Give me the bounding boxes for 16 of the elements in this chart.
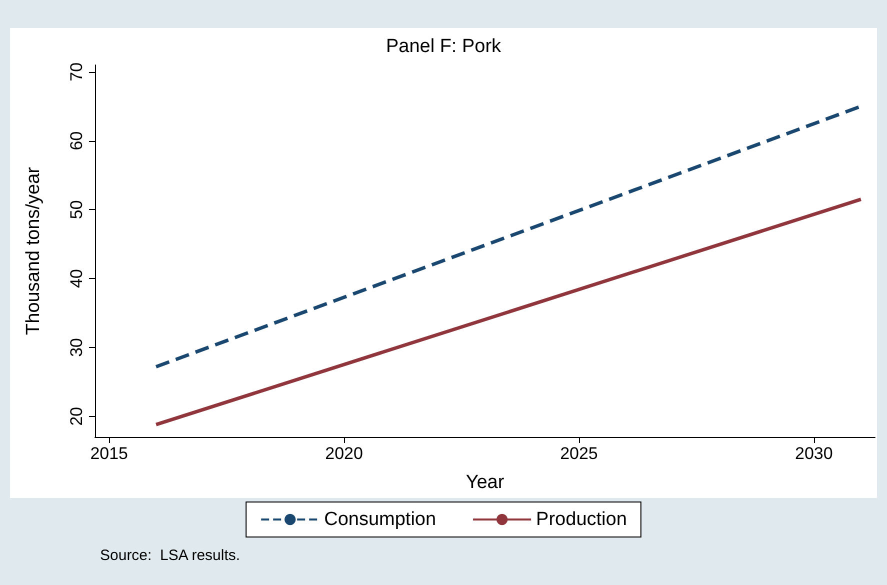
- y-tick-label: 60: [67, 131, 86, 150]
- x-tick-label: 2030: [795, 444, 833, 463]
- x-tick-label: 2025: [560, 444, 598, 463]
- legend-label: Production: [536, 509, 627, 530]
- legend-label: Consumption: [324, 509, 436, 530]
- y-axis-title: Thousand tons/year: [23, 166, 44, 335]
- y-tick-label: 70: [67, 62, 86, 82]
- source-note: Source: LSA results.: [100, 547, 240, 564]
- x-tick-label: 2020: [325, 444, 363, 463]
- y-tick-label: 50: [67, 200, 86, 220]
- x-tick-label: 2015: [90, 444, 128, 463]
- x-axis-title: Year: [466, 472, 505, 493]
- chart-title: Panel F: Pork: [386, 36, 502, 57]
- y-tick-label: 40: [67, 269, 86, 288]
- y-tick-label: 20: [67, 406, 86, 426]
- y-tick-label: 30: [67, 338, 86, 357]
